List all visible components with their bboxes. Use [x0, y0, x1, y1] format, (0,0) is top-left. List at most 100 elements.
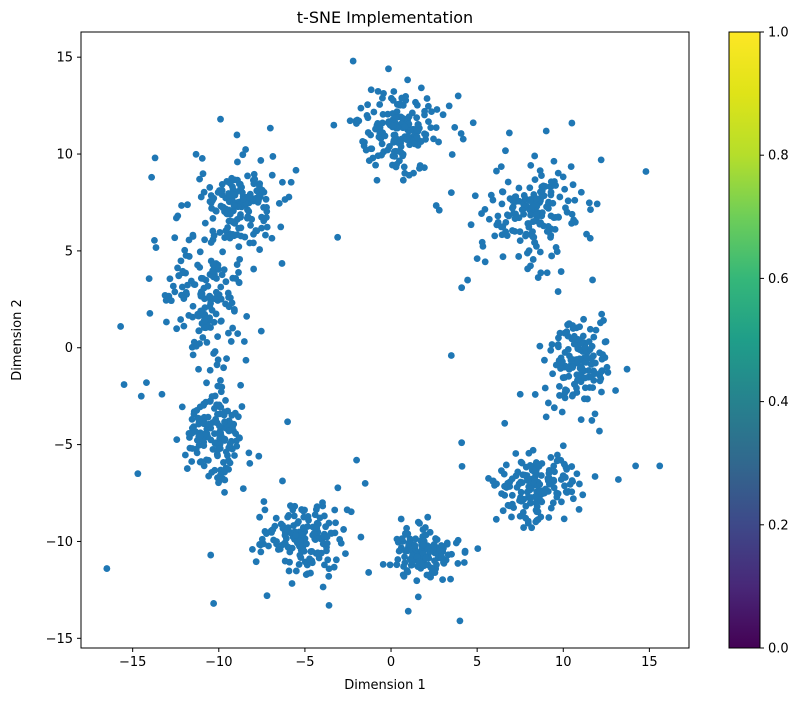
scatter-point-171	[491, 232, 499, 240]
scatter-point-1060	[183, 465, 191, 472]
scatter-point-300	[504, 178, 512, 186]
scatter-point-1173	[227, 338, 235, 345]
scatter-point-923	[330, 563, 338, 571]
scatter-point-27	[428, 108, 435, 115]
scatter-point-469	[571, 380, 578, 388]
scatter-point-1203	[189, 231, 197, 239]
scatter-point-133	[432, 124, 440, 131]
scatter-point-1408	[200, 188, 208, 196]
scatter-point-1057	[255, 452, 263, 460]
scatter-point-834	[332, 519, 339, 527]
scatter-point-1245	[209, 267, 217, 275]
scatter-point-596	[545, 466, 553, 474]
scatter-point-148	[359, 138, 366, 145]
scatter-point-1382	[184, 201, 191, 209]
scatter-point-230	[547, 233, 554, 241]
scatter-point-392	[561, 389, 569, 397]
y-axis-label: Dimension 2	[10, 299, 25, 381]
scatter-point-1162	[243, 312, 251, 320]
scatter-point-1089	[245, 449, 253, 457]
scatter-point-1098	[196, 432, 204, 440]
scatter-point-205	[571, 196, 579, 204]
scatter-point-1112	[177, 257, 185, 265]
scatter-point-69	[364, 101, 371, 109]
scatter-point-1288	[262, 195, 270, 203]
scatter-point-412	[598, 368, 605, 376]
scatter-point-910	[331, 506, 339, 514]
scatter-point-1453	[499, 253, 507, 261]
scatter-point-920	[307, 569, 314, 577]
scatter-point-159	[390, 122, 398, 129]
scatter-point-157	[397, 143, 405, 150]
scatter-point-989	[188, 458, 196, 465]
scatter-point-946	[292, 531, 299, 539]
scatter-point-1443	[454, 92, 462, 100]
scatter-point-1242	[206, 292, 214, 300]
scatter-point-477	[570, 340, 578, 348]
scatter-point-299	[536, 167, 544, 175]
scatter-point-575	[562, 463, 570, 471]
scatter-point-256	[527, 262, 534, 270]
scatter-point-1241	[209, 261, 217, 268]
x-tick-label: 10	[555, 655, 572, 670]
scatter-point-57	[433, 106, 441, 113]
scatter-point-117	[392, 163, 400, 171]
scatter-point-1429	[217, 115, 224, 123]
scatter-point-1034	[221, 476, 229, 484]
scatter-point-422	[597, 375, 605, 382]
scatter-point-734	[424, 513, 432, 521]
scatter-point-774	[424, 561, 432, 569]
scatter-point-165	[398, 94, 406, 102]
scatter-point-32	[346, 117, 354, 125]
scatter-point-286	[570, 216, 578, 224]
scatter-point-219	[586, 234, 594, 242]
scatter-point-540	[499, 507, 507, 515]
scatter-point-1207	[167, 297, 175, 305]
scatter-point-942	[274, 546, 282, 553]
scatter-point-1152	[169, 282, 177, 290]
scatter-point-1455	[554, 288, 562, 295]
scatter-point-948	[284, 543, 292, 551]
scatter-point-289	[516, 228, 524, 236]
scatter-point-111	[403, 136, 411, 143]
scatter-point-1257	[239, 151, 247, 159]
scatter-point-934	[304, 523, 311, 530]
scatter-point-214	[471, 192, 479, 200]
scatter-point-283	[553, 248, 561, 256]
scatter-point-1344	[258, 224, 266, 232]
colorbar-tick-label: 0.2	[768, 518, 789, 533]
scatter-point-949	[313, 524, 321, 532]
scatter-point-458	[565, 372, 573, 380]
scatter-point-225	[561, 185, 569, 193]
scatter-point-1111	[171, 234, 179, 242]
scatter-point-1125	[225, 329, 232, 337]
scatter-point-146	[370, 108, 378, 116]
scatter-point-1452	[501, 419, 509, 427]
scatter-point-641	[573, 470, 581, 478]
scatter-point-5	[376, 101, 384, 108]
scatter-point-1418	[236, 213, 244, 221]
scatter-point-1191	[199, 275, 207, 282]
scatter-point-888	[303, 540, 310, 548]
scatter-point-915	[325, 565, 333, 573]
scatter-point-1410	[194, 261, 201, 269]
scatter-point-943	[262, 530, 270, 538]
scatter-point-639	[492, 515, 500, 523]
scatter-point-322	[526, 197, 534, 205]
scatter-point-1220	[235, 269, 242, 276]
scatter-point-554	[518, 479, 526, 486]
scatter-point-1075	[221, 437, 228, 444]
scatter-point-762	[414, 593, 422, 601]
scatter-point-43	[374, 87, 382, 95]
scatter-point-618	[514, 468, 522, 476]
scatter-point-439	[599, 351, 607, 358]
scatter-point-130	[390, 136, 398, 144]
x-tick-label: −5	[295, 655, 314, 670]
scatter-point-1415	[243, 214, 251, 222]
scatter-point-1445	[656, 462, 664, 470]
scatter-point-33	[416, 164, 423, 172]
scatter-point-646	[524, 517, 532, 525]
scatter-point-828	[290, 522, 297, 529]
scatter-point-570	[550, 462, 558, 470]
scatter-point-310	[464, 276, 471, 284]
